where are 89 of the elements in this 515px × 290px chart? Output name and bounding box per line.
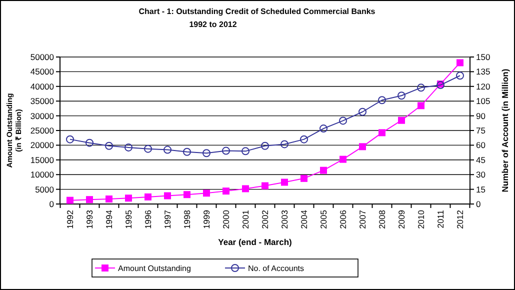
point	[242, 147, 250, 156]
x-tick-label: 2005	[318, 210, 328, 229]
point	[222, 188, 230, 195]
point	[398, 92, 406, 100]
y-tick-label: 15000	[30, 154, 54, 165]
y-tick-label: 5000	[35, 184, 54, 194]
point	[164, 192, 171, 200]
point	[320, 124, 328, 133]
point	[320, 166, 327, 174]
y-tick-label: 10000	[30, 170, 54, 180]
x-tick-label: 2011	[436, 210, 446, 228]
x-tick-label: 2000	[221, 210, 231, 229]
y-tick-label: 50000	[30, 52, 54, 62]
chart-subtitle: 1992 to 2012	[189, 20, 238, 29]
y2-tick-label: 30	[476, 170, 486, 180]
point	[66, 135, 74, 144]
point	[144, 144, 152, 153]
y-tick-label: 20000	[30, 140, 54, 150]
y-tick-label: 45000	[30, 66, 54, 77]
point	[164, 146, 172, 154]
x-tick-label: 1994	[104, 210, 114, 229]
x-tick-label: 2010	[416, 210, 426, 229]
x-tick-label: 2008	[377, 210, 387, 229]
x-tick-label: 2006	[338, 210, 348, 229]
y-tick-label: 0	[49, 199, 54, 209]
point	[300, 135, 308, 144]
point	[398, 116, 405, 124]
point	[378, 96, 386, 104]
point	[456, 72, 464, 80]
y2-tick-label: 15	[476, 184, 486, 194]
x-tick-label: 1992	[65, 210, 75, 229]
point	[262, 182, 268, 190]
point	[125, 194, 132, 202]
y2-axis-title: Number of Account (in Million)	[500, 68, 510, 192]
x-axis-title: Year (end - March)	[218, 237, 292, 247]
point	[144, 193, 152, 200]
y2-tick-label: 75	[476, 126, 486, 136]
x-tick-label: 1999	[202, 210, 212, 229]
x-tick-label: 1993	[84, 210, 94, 229]
y-tick-label: 35000	[30, 96, 54, 106]
y2-tick-label: 0	[476, 199, 481, 209]
point	[66, 196, 74, 204]
point	[124, 143, 132, 152]
y2-tick-label: 105	[476, 96, 490, 106]
y2-tick-label: 60	[476, 140, 486, 150]
x-tick-label: 1998	[182, 210, 192, 229]
point	[184, 191, 190, 198]
point	[300, 174, 308, 182]
x-tick-label: 1995	[124, 210, 134, 229]
x-tick-label: 2002	[260, 210, 270, 229]
point	[202, 149, 210, 158]
legend-label: No. of Accounts	[248, 264, 304, 273]
point	[456, 59, 464, 66]
y-tick-label: 40000	[30, 81, 54, 92]
x-tick-label: 2003	[280, 210, 290, 229]
x-tick-label: 2009	[396, 210, 406, 229]
point	[378, 129, 386, 136]
point	[261, 142, 269, 150]
point	[105, 142, 113, 150]
point	[106, 196, 112, 202]
x-tick-label: 2007	[358, 210, 368, 229]
point	[418, 102, 424, 110]
point	[417, 84, 425, 92]
point	[203, 190, 210, 197]
x-tick-label: 1997	[162, 210, 172, 229]
point	[183, 148, 191, 156]
point	[340, 156, 346, 163]
y-tick-label: 30000	[30, 110, 54, 121]
y-tick-label: 25000	[30, 126, 54, 136]
point	[339, 116, 347, 125]
y2-tick-label: 45	[476, 154, 486, 165]
point	[359, 143, 366, 150]
point	[86, 138, 94, 147]
y2-tick-label: 150	[476, 52, 490, 62]
x-tick-label: 2012	[455, 210, 465, 229]
point	[358, 108, 366, 116]
point	[280, 140, 288, 148]
point	[242, 185, 249, 192]
y2-tick-label: 120	[476, 81, 490, 92]
y2-tick-label: 90	[476, 110, 486, 121]
legend-label: Amount Outstanding	[118, 264, 191, 273]
point	[86, 196, 93, 204]
point	[222, 146, 230, 155]
point	[281, 178, 288, 186]
x-tick-label: 2001	[240, 210, 250, 229]
y2-tick-label: 135	[476, 66, 490, 77]
x-tick-label: 2004	[299, 210, 309, 229]
chart-title: Chart - 1: Outstanding Credit of Scheduled Commercial Banks	[138, 7, 376, 16]
x-tick-label: 1996	[143, 210, 153, 229]
